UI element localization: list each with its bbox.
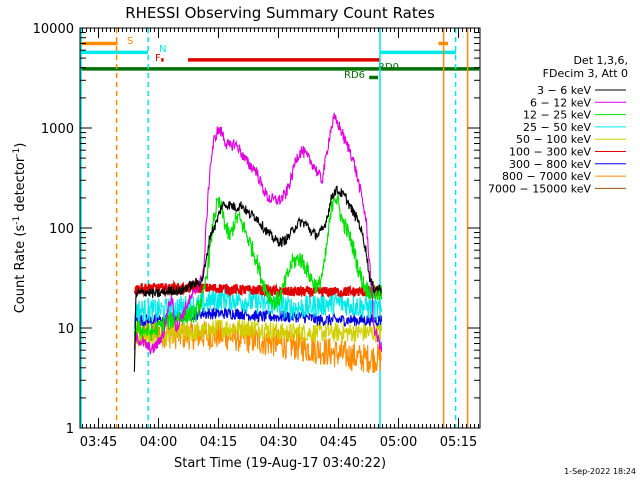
y-tick-label: 1000 — [41, 122, 74, 137]
y-tick-label: 100 — [49, 222, 74, 237]
flag-label-rd6: RD6 — [344, 70, 365, 81]
flags-layer: S NF RD0 RD6 — [80, 36, 480, 81]
series-line — [133, 287, 383, 329]
series-line — [133, 112, 383, 355]
legend-label: 300 − 800 keV — [509, 158, 591, 171]
flag-label-f: F — [155, 53, 161, 64]
x-tick-label: 05:00 — [380, 435, 417, 450]
y-label-exp-2: -1 — [12, 148, 22, 157]
legend-label: 7000 − 15000 keV — [488, 182, 591, 195]
footer-date: 1-Sep-2022 18:24 — [564, 467, 636, 476]
series-line — [133, 185, 382, 372]
y-label-part-1: Count Rate (s — [13, 225, 28, 314]
flag-label-rd0: RD0 — [378, 62, 399, 73]
legend-label: 50 − 100 keV — [516, 133, 591, 146]
x-tick-label: 05:15 — [440, 435, 477, 450]
series-line — [133, 279, 383, 299]
legend-label: 100 − 300 keV — [509, 146, 591, 159]
series-line — [133, 318, 382, 373]
legend-label: 800 − 7000 keV — [502, 170, 591, 183]
x-tick-label: 04:30 — [260, 435, 297, 450]
y-label-exp-1: -1 — [12, 216, 22, 225]
legend-label: 3 − 6 keV — [537, 84, 591, 97]
x-tick-label: 04:15 — [200, 435, 237, 450]
y-axis-label: Count Rate (s-1 detector-1) — [12, 143, 28, 314]
x-tick-label: 03:45 — [80, 435, 117, 450]
plot-frame — [79, 27, 481, 429]
flag-label-s: S — [127, 36, 133, 47]
series-line — [133, 194, 383, 342]
x-axis-label: Start Time (19-Aug-17 03:40:22) — [174, 456, 386, 471]
legend-header-2: FDecim 3, Att 0 — [543, 67, 628, 80]
flag-label-n: N — [159, 44, 166, 55]
series-layer — [133, 112, 383, 373]
legend-label: 6 − 12 keV — [530, 96, 591, 109]
x-tick-label: 04:45 — [320, 435, 357, 450]
legend-label: 25 − 50 keV — [523, 121, 591, 134]
legend-label: 12 − 25 keV — [523, 109, 591, 122]
y-tick-label: 10000 — [33, 22, 74, 37]
y-label-part-2: detector — [13, 156, 28, 216]
y-label-part-3: ) — [13, 143, 28, 148]
x-tick-label: 04:00 — [140, 435, 177, 450]
y-tick-label: 10 — [57, 322, 74, 337]
y-tick-label: 1 — [66, 422, 74, 437]
vertical-markers-layer — [80, 28, 469, 428]
chart-title: RHESSI Observing Summary Count Rates — [125, 4, 435, 22]
legend-header-1: Det 1,3,6, — [573, 54, 628, 67]
series-line — [133, 319, 383, 348]
y-axis: 1 10 100 1000 10000 — [33, 22, 480, 437]
x-axis: 03:45 04:00 04:15 04:30 04:45 05:00 05:15 — [80, 28, 480, 450]
